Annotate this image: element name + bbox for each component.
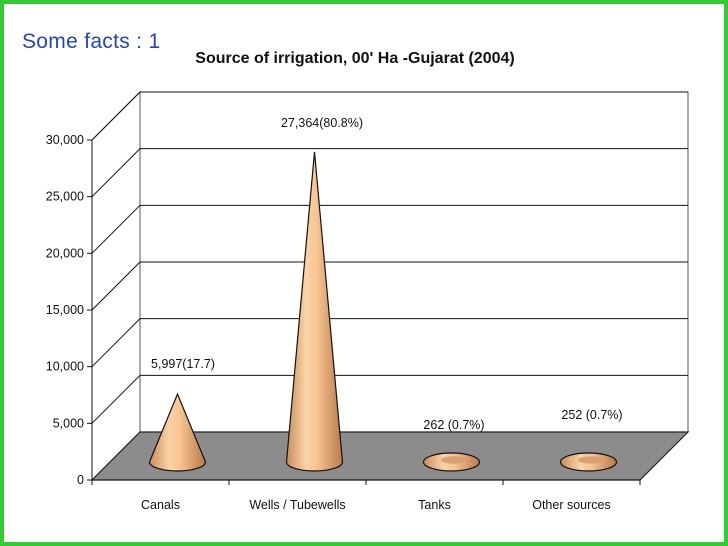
y-tick-label: 15,000 <box>46 303 84 317</box>
y-tick-label: 5,000 <box>53 416 84 430</box>
data-label: 27,364(80.8%) <box>281 116 363 130</box>
x-tick-label: Canals <box>141 498 180 512</box>
gridline <box>91 318 688 368</box>
gridline <box>91 261 688 311</box>
cone-other-sources <box>559 452 618 472</box>
cone-body <box>148 392 207 472</box>
x-tick-label: Wells / Tubewells <box>249 498 345 512</box>
gridline <box>91 148 688 198</box>
cone-canals <box>148 392 207 472</box>
y-tick-label: 0 <box>77 473 84 487</box>
cone-tanks <box>422 452 481 472</box>
x-tick-label: Tanks <box>418 498 451 512</box>
y-tick-label: 25,000 <box>46 190 84 204</box>
y-tick-label: 10,000 <box>46 360 84 374</box>
cone-wells-tubewells <box>285 151 344 472</box>
gridline <box>91 91 688 141</box>
cone-tip <box>577 456 604 464</box>
cone-body <box>285 151 344 472</box>
data-labels: 5,997(17.7) 27,364(80.8%) 262 (0.7%) 252 (0… <box>151 116 623 432</box>
cone-series <box>148 151 618 472</box>
grid-lines <box>91 91 688 424</box>
y-tick-label: 30,000 <box>46 133 84 147</box>
gridline <box>91 204 688 254</box>
data-label: 5,997(17.7) <box>151 357 215 371</box>
y-axis: 0 5,000 10,000 15,000 20,000 25,000 30,000 <box>46 133 93 487</box>
x-axis: Canals Wells / Tubewells Tanks Other source… <box>91 479 641 512</box>
x-tick-label: Other sources <box>532 498 611 512</box>
data-label: 252 (0.7%) <box>561 408 622 422</box>
slide-heading: Some facts : 1 <box>22 30 161 53</box>
y-tick-label: 20,000 <box>46 246 84 260</box>
chart-title: Source of irrigation, 00' Ha -Gujarat (2… <box>195 50 514 67</box>
gridline <box>91 374 688 424</box>
data-label: 262 (0.7%) <box>423 418 484 432</box>
cone-tip <box>440 456 467 464</box>
